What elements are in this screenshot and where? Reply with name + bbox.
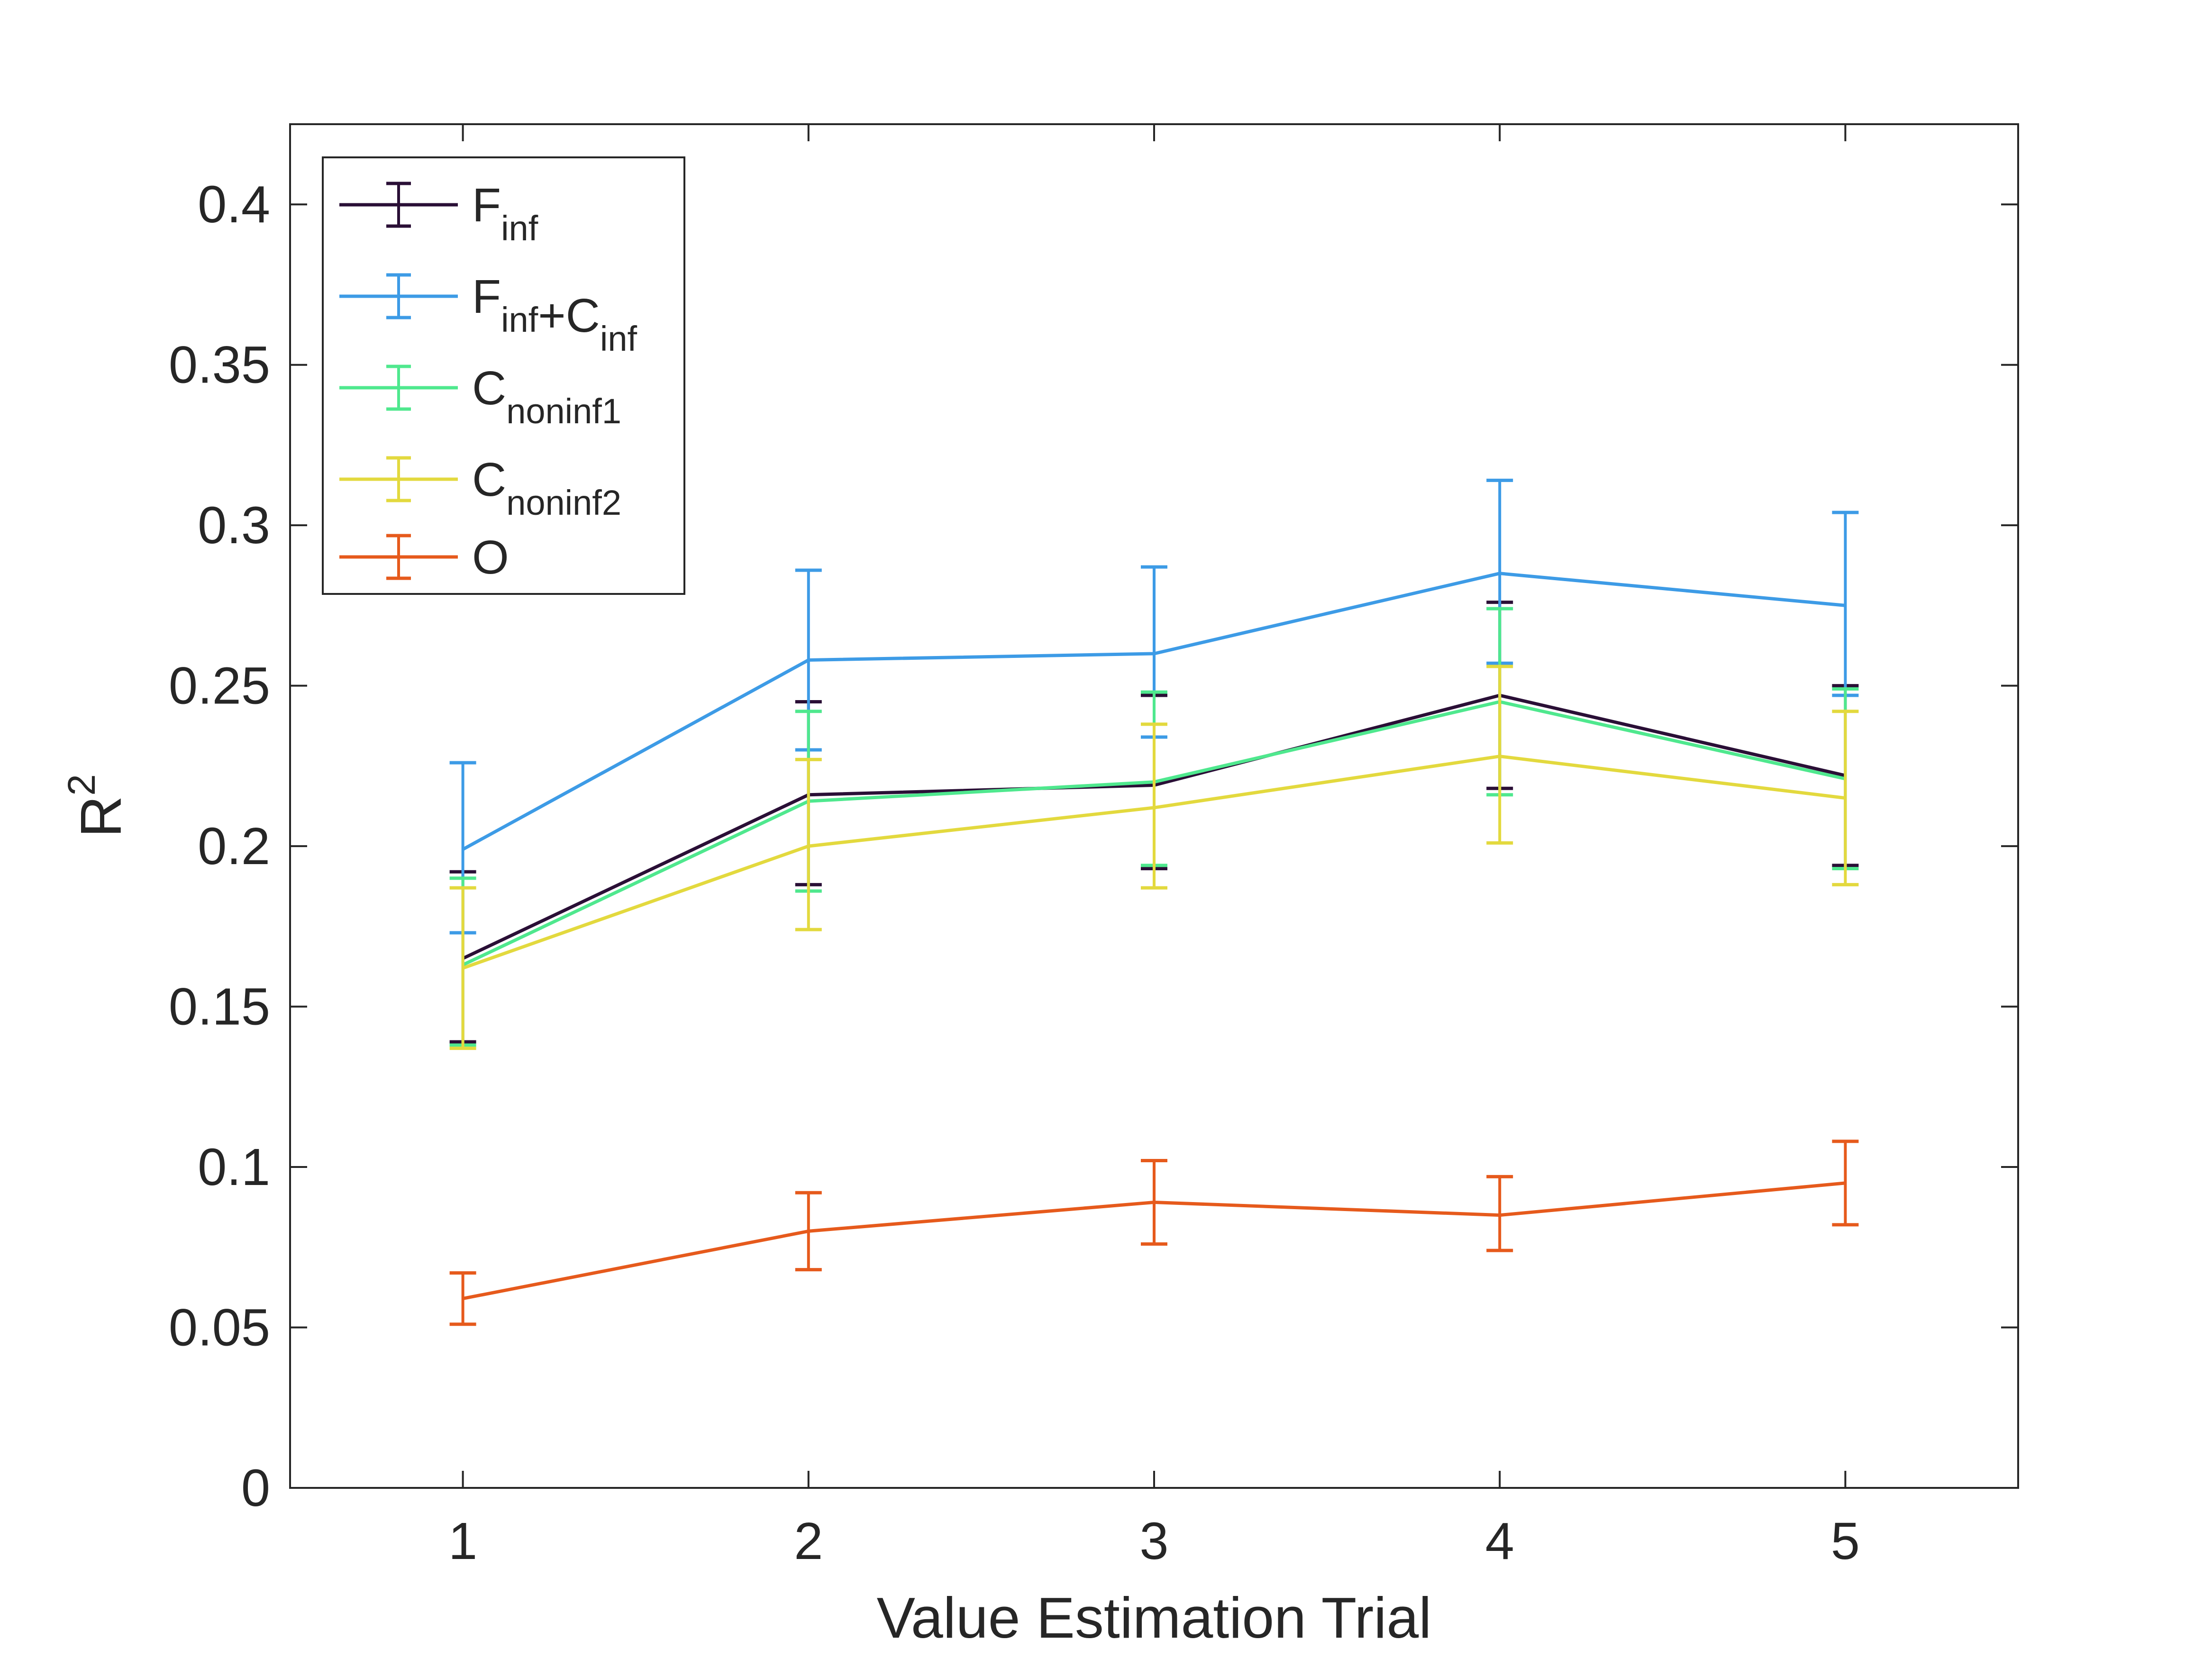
legend-label-finf-cinf: Finf+Cinf — [472, 270, 637, 358]
legend-label-subscript: noninf2 — [506, 483, 621, 522]
legend-label-finf: Finf — [472, 179, 538, 248]
legend-item-finf-cinf: Finf+Cinf — [339, 270, 637, 358]
x-axis-title: Value Estimation Trial — [877, 1586, 1432, 1650]
y-tick-label: 0.2 — [198, 817, 270, 875]
series-layer — [449, 478, 1859, 1326]
x-tick-label: 1 — [448, 1512, 477, 1570]
legend-item-cnoninf2: Cnoninf2 — [339, 453, 621, 522]
error-bar-cnoninf2 — [1486, 665, 1513, 845]
legend-label-subscript: inf — [501, 300, 538, 339]
legend-label-cnoninf2: Cnoninf2 — [472, 453, 621, 522]
y-tick-label: 0.3 — [198, 496, 270, 555]
x-tick-label: 2 — [794, 1512, 823, 1570]
error-bar-cnoninf2 — [1832, 710, 1859, 886]
x-tick-label: 5 — [1831, 1512, 1860, 1570]
legend-label-main: C — [472, 453, 506, 506]
legend-label-main: +C — [538, 289, 600, 342]
legend-item-cnoninf1: Cnoninf1 — [339, 362, 621, 431]
legend-item-finf: Finf — [339, 179, 538, 248]
error-bar-o — [795, 1191, 822, 1272]
error-bar-o — [1141, 1159, 1167, 1246]
y-axis-title-base: R — [69, 796, 133, 838]
series-cnoninf2 — [449, 665, 1859, 1050]
legend-label-subscript: noninf1 — [506, 392, 621, 431]
legend-label-main: F — [472, 270, 501, 323]
legend-label-cnoninf1: Cnoninf1 — [472, 362, 621, 431]
legend-label-main: F — [472, 179, 501, 232]
y-axis-tick-labels: 0 0.05 0.1 0.15 0.2 0.25 0.3 0.35 0.4 — [169, 175, 270, 1517]
x-tick-label: 3 — [1139, 1512, 1168, 1570]
y-tick-label: 0.05 — [169, 1299, 270, 1357]
y-tick-label: 0.4 — [198, 175, 270, 234]
legend-label-main: C — [472, 362, 506, 415]
y-axis-title: R2 — [60, 774, 133, 838]
legend-label-o: O — [472, 531, 509, 584]
error-bar-cnoninf2 — [1141, 722, 1167, 890]
y-axis-title-superscript: 2 — [60, 774, 103, 796]
error-bar-cnoninf2 — [795, 757, 822, 931]
legend-label-subscript: inf — [501, 209, 538, 248]
legend-item-o: O — [339, 531, 509, 584]
error-bar-o — [1486, 1175, 1513, 1252]
axis-ticks — [290, 124, 2018, 1489]
x-axis-tick-labels: 1 2 3 4 5 — [448, 1512, 1860, 1570]
error-bar-o — [1832, 1139, 1859, 1227]
error-bar-o — [449, 1271, 476, 1326]
series-o — [449, 1139, 1859, 1326]
legend-label-main: O — [472, 531, 509, 584]
y-tick-label: 0.25 — [169, 657, 270, 715]
y-tick-label: 0.35 — [169, 336, 270, 394]
legend-label-subscript: inf — [600, 319, 637, 358]
x-tick-label: 4 — [1485, 1512, 1514, 1570]
y-tick-label: 0 — [241, 1459, 270, 1517]
y-tick-label: 0.1 — [198, 1138, 270, 1196]
y-tick-label: 0.15 — [169, 978, 270, 1036]
legend-box — [322, 156, 685, 595]
error-bar-cnoninf2 — [449, 886, 476, 1050]
